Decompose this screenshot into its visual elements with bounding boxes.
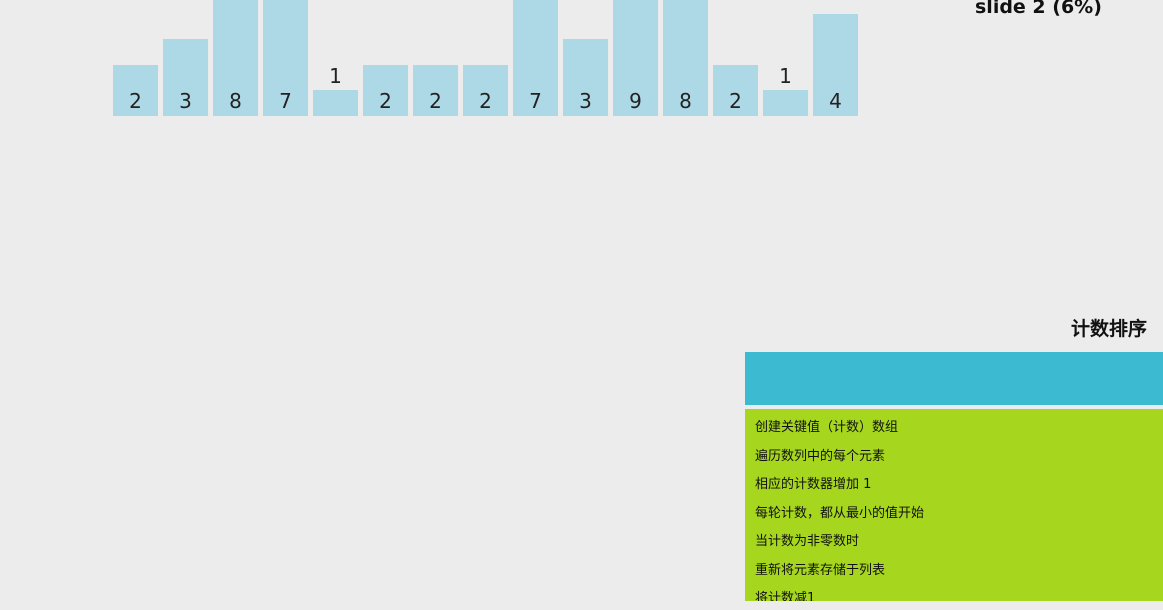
bar-value-label: 2 (129, 89, 142, 113)
array-bar (213, 0, 258, 116)
pseudocode-panel: 创建关键值（计数）数组 遍历数列中的每个元素 相应的计数器增加 1 每轮计数，都… (745, 409, 1163, 601)
code-line: 遍历数列中的每个元素 (755, 449, 886, 464)
bar-value-label: 9 (629, 89, 642, 113)
code-line: 重新将元素存储于列表 (755, 563, 886, 578)
code-line: 每轮计数，都从最小的值开始 (755, 506, 925, 521)
array-bar (613, 0, 658, 116)
array-bar (163, 39, 208, 116)
bar-value-label: 1 (329, 64, 342, 88)
code-header-bar (745, 352, 1163, 405)
bar-value-label: 2 (429, 89, 442, 113)
bar-value-label: 3 (179, 89, 192, 113)
array-bar (663, 0, 708, 116)
bar-value-label: 8 (229, 89, 242, 113)
array-bar (263, 0, 308, 116)
algorithm-title: 计数排序 (1070, 318, 1147, 340)
array-bar (813, 14, 858, 116)
bar-value-label: 1 (779, 64, 792, 88)
array-bar (713, 65, 758, 116)
bar-value-label: 3 (579, 89, 592, 113)
array-bar (413, 65, 458, 116)
array-bar (463, 65, 508, 116)
array-bar (763, 90, 808, 116)
array-bar (363, 65, 408, 116)
code-line: 创建关键值（计数）数组 (755, 420, 899, 435)
bar-value-label: 2 (379, 89, 392, 113)
array-bar (563, 39, 608, 116)
code-line: 将计数减1 (755, 591, 816, 601)
code-line: 当计数为非零数时 (755, 534, 860, 549)
array-bar (513, 0, 558, 116)
bar-value-label: 2 (729, 89, 742, 113)
array-bar (113, 65, 158, 116)
bar-value-label: 7 (529, 89, 542, 113)
bar-value-label: 4 (829, 89, 842, 113)
slide-label: slide 2 (6%) (975, 0, 1102, 18)
bar-value-label: 2 (479, 89, 492, 113)
bar-value-label: 7 (279, 89, 292, 113)
array-bar (313, 90, 358, 116)
bar-value-label: 8 (679, 89, 692, 113)
array-bars: 2 3 8 7 1 2 2 2 7 3 9 8 2 1 4 (113, 0, 873, 116)
code-line: 相应的计数器增加 1 (755, 477, 872, 492)
